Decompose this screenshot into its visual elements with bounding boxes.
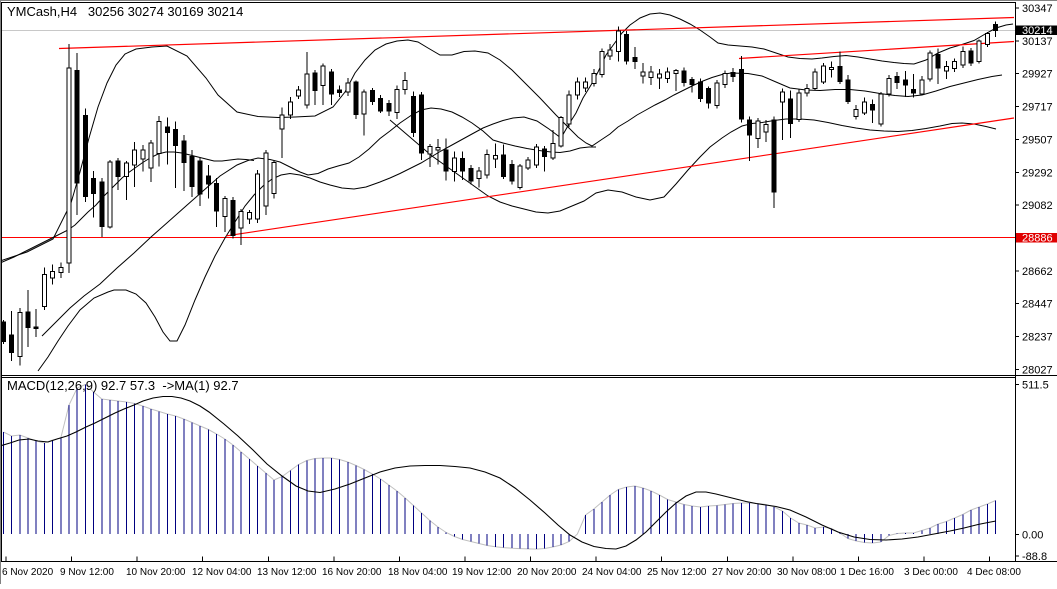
svg-text:30137: 30137 [1022, 36, 1053, 48]
svg-text:25 Nov 12:00: 25 Nov 12:00 [647, 567, 707, 578]
svg-text:28886: 28886 [1022, 232, 1053, 244]
svg-text:28027: 28027 [1022, 364, 1053, 376]
svg-text:12 Nov 04:00: 12 Nov 04:00 [192, 567, 252, 578]
svg-text:16 Nov 20:00: 16 Nov 20:00 [322, 567, 382, 578]
svg-text:4 Dec 08:00: 4 Dec 08:00 [967, 567, 1021, 578]
svg-text:29717: 29717 [1022, 102, 1053, 114]
svg-text:24 Nov 04:00: 24 Nov 04:00 [582, 567, 642, 578]
svg-text:29507: 29507 [1022, 134, 1053, 146]
svg-text:20 Nov 20:00: 20 Nov 20:00 [517, 567, 577, 578]
svg-text:9 Nov 12:00: 9 Nov 12:00 [60, 567, 114, 578]
svg-text:29927: 29927 [1022, 69, 1053, 81]
svg-text:28237: 28237 [1022, 332, 1053, 344]
svg-text:19 Nov 12:00: 19 Nov 12:00 [452, 567, 512, 578]
svg-text:29082: 29082 [1022, 200, 1053, 212]
svg-text:511.5: 511.5 [1022, 380, 1049, 392]
svg-text:28662: 28662 [1022, 266, 1053, 278]
svg-text:27 Nov 20:00: 27 Nov 20:00 [712, 567, 772, 578]
svg-text:0.00: 0.00 [1022, 529, 1043, 541]
svg-text:30214: 30214 [1022, 25, 1053, 37]
svg-text:3 Dec 00:00: 3 Dec 00:00 [904, 567, 958, 578]
svg-text:-88.8: -88.8 [1022, 551, 1047, 563]
svg-text:30 Nov 08:00: 30 Nov 08:00 [777, 567, 837, 578]
svg-text:6 Nov 2020: 6 Nov 2020 [2, 567, 54, 578]
svg-text:10 Nov 20:00: 10 Nov 20:00 [126, 567, 186, 578]
svg-text:YMCash,H4 30256 30274 30169: YMCash,H4 30256 30274 30169 30214 [7, 4, 243, 19]
svg-text:30347: 30347 [1022, 3, 1053, 15]
svg-text:18 Nov 04:00: 18 Nov 04:00 [388, 567, 448, 578]
svg-text:13 Nov 12:00: 13 Nov 12:00 [257, 567, 317, 578]
svg-text:1 Dec 16:00: 1 Dec 16:00 [840, 567, 894, 578]
svg-text:28447: 28447 [1022, 299, 1053, 311]
svg-text:29292: 29292 [1022, 167, 1053, 179]
svg-text:MACD(12,26,9) 92.7 57.3 ->MA(: MACD(12,26,9) 92.7 57.3 ->MA(1) 92.7 [7, 378, 239, 393]
